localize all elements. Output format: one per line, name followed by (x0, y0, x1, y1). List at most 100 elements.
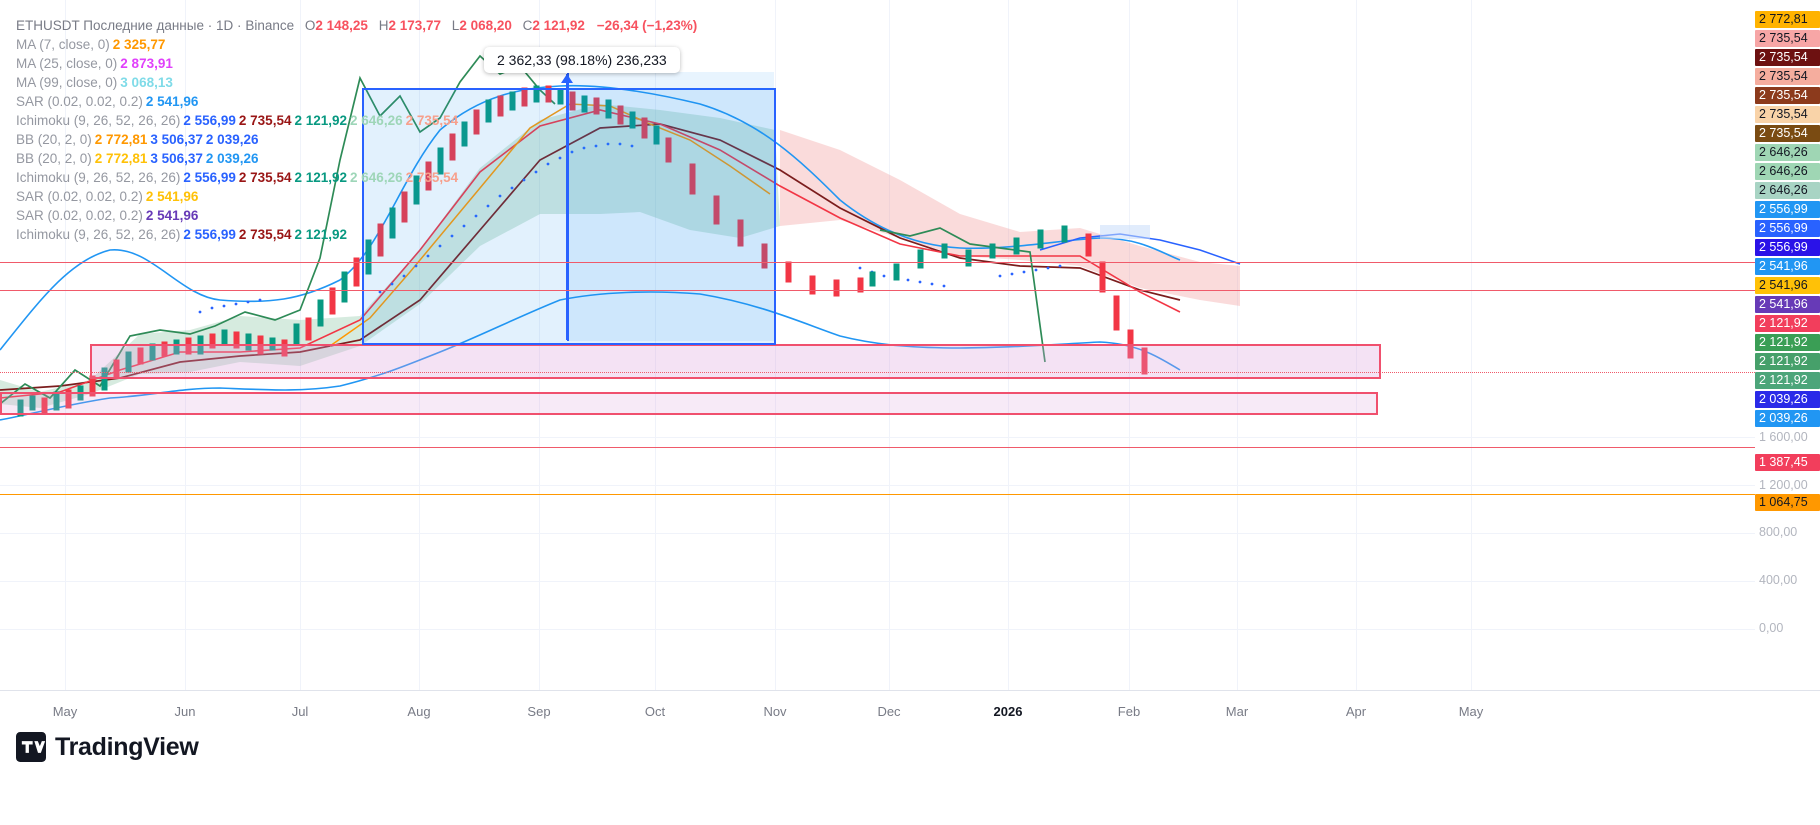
price-axis-label[interactable]: 2 646,26 (1755, 144, 1820, 161)
price-axis-label[interactable]: 2 121,92 (1755, 372, 1820, 389)
time-axis-label[interactable]: Jun (174, 704, 196, 719)
price-axis-label[interactable]: 2 735,54 (1755, 87, 1820, 104)
legend-indicator-value: 2 646,26 (350, 170, 403, 185)
legend-row[interactable]: SAR (0.02, 0.02, 0.2) 2 541,96 (16, 92, 697, 111)
legend-indicator-value: 2 735,54 (238, 113, 292, 128)
legend-row[interactable]: Ichimoku (9, 26, 52, 26, 26) 2 556,99 2 73… (16, 168, 697, 187)
interval-label[interactable]: 1D (216, 18, 234, 33)
price-axis-label[interactable]: 2 735,54 (1755, 125, 1820, 142)
time-axis-label[interactable]: Mar (1225, 704, 1249, 719)
price-axis-label[interactable]: 2 121,92 (1755, 334, 1820, 351)
legend-indicator-name: MA (7, close, 0) (16, 37, 110, 52)
ohlc-change: −26,34 (−1,23%) (596, 18, 698, 33)
legend-indicator-value: 2 556,99 (183, 227, 236, 242)
price-axis-label[interactable]: 2 556,99 (1755, 201, 1820, 218)
price-axis-label[interactable]: 2 646,26 (1755, 182, 1820, 199)
zone-rectangle-lower[interactable] (0, 392, 1378, 415)
legend-indicator-name: MA (99, close, 0) (16, 75, 118, 90)
legend-row[interactable]: SAR (0.02, 0.02, 0.2) 2 541,96 (16, 187, 697, 206)
legend-row[interactable]: Ichimoku (9, 26, 52, 26, 26) 2 556,99 2 73… (16, 225, 697, 244)
legend-indicator-value: 2 541,96 (145, 208, 199, 223)
legend-indicator-value: 2 039,26 (205, 132, 259, 147)
ohlc-high-value: 2 173,77 (388, 18, 442, 33)
price-axis-label[interactable]: 1 064,75 (1755, 494, 1820, 511)
time-axis-label[interactable]: May (1458, 704, 1484, 719)
price-axis-label[interactable]: 2 556,99 (1755, 239, 1820, 256)
price-line-2121 (0, 372, 1755, 373)
price-axis[interactable]: 2 772,81 2 735,54 2 735,54 2 735,54 2 735,54… (1755, 0, 1820, 690)
time-axis-label[interactable]: Dec (877, 704, 901, 719)
measure-tool-rectangle[interactable] (362, 88, 776, 345)
legend-row[interactable]: MA (99, close, 0) 3 068,13 (16, 73, 697, 92)
legend-indicator-value: 2 541,96 (145, 94, 199, 109)
legend-row[interactable]: BB (20, 2, 0) 2 772,81 3 506,37 2 039,26 (16, 130, 697, 149)
legend-indicator-name: Ichimoku (9, 26, 52, 26, 26) (16, 227, 181, 242)
price-axis-label[interactable]: 2 541,96 (1755, 258, 1820, 275)
price-axis-label[interactable]: 2 772,81 (1755, 11, 1820, 28)
time-axis-label[interactable]: Aug (407, 704, 431, 719)
price-line-2541 (0, 290, 1755, 291)
legend-indicator-name: BB (20, 2, 0) (16, 151, 92, 166)
bollinger-upper-band (0, 84, 1181, 351)
legend-row[interactable]: MA (25, close, 0) 2 873,91 (16, 54, 697, 73)
price-axis-label[interactable]: 2 039,26 (1755, 391, 1820, 408)
legend-indicator-name: SAR (0.02, 0.02, 0.2) (16, 94, 143, 109)
price-axis-label[interactable]: 0,00 (1759, 621, 1784, 635)
time-axis-label[interactable]: Jul (291, 704, 309, 719)
symbol-name[interactable]: ETHUSDT (16, 18, 80, 33)
price-axis-label[interactable]: 800,00 (1759, 525, 1798, 539)
price-axis-label[interactable]: 2 556,99 (1755, 220, 1820, 237)
time-axis-label[interactable]: Nov (763, 704, 787, 719)
legend-indicator-name: BB (20, 2, 0) (16, 132, 92, 147)
time-axis-label[interactable]: Feb (1117, 704, 1141, 719)
price-axis-label[interactable]: 2 039,26 (1755, 410, 1820, 427)
price-axis-label[interactable]: 2 735,54 (1755, 106, 1820, 123)
tradingview-logo-icon (16, 732, 46, 762)
price-axis-label[interactable]: 2 541,96 (1755, 277, 1820, 294)
legend-row[interactable]: MA (7, close, 0) 2 325,77 (16, 35, 697, 54)
legend-row[interactable]: Ichimoku (9, 26, 52, 26, 26) 2 556,99 2 73… (16, 111, 697, 130)
price-axis-label[interactable]: 400,00 (1759, 573, 1798, 587)
time-axis-label[interactable]: Sep (527, 704, 551, 719)
price-axis-label[interactable]: 1 600,00 (1759, 430, 1808, 444)
legend-indicator-value: 2 121,92 (294, 170, 348, 185)
separator-1: · (207, 18, 213, 33)
legend-indicator-value: 2 735,54 (405, 113, 459, 128)
legend-header-row[interactable]: ETHUSDT Последние данные · 1D · Binance … (16, 16, 697, 35)
legend-row[interactable]: SAR (0.02, 0.02, 0.2) 2 541,96 (16, 206, 697, 225)
chart-canvas[interactable]: 2 362,33 (98.18%) 236,233 (0, 0, 1755, 690)
price-axis-label[interactable]: 2 735,54 (1755, 30, 1820, 47)
legend-indicator-name: Ichimoku (9, 26, 52, 26, 26) (16, 170, 181, 185)
ohlc-high-label: H (378, 18, 389, 33)
legend-indicator-value: 2 735,54 (405, 170, 459, 185)
legend-indicator-value: 2 556,99 (183, 113, 236, 128)
measure-tool-tooltip: 2 362,33 (98.18%) 236,233 (484, 47, 680, 73)
price-axis-label[interactable]: 2 541,96 (1755, 296, 1820, 313)
legend-indicator-value: 3 506,37 (150, 132, 203, 147)
gridline-horizontal (0, 581, 1755, 582)
gridline-vertical (65, 0, 66, 690)
price-axis-label[interactable]: 2 735,54 (1755, 49, 1820, 66)
chikou-span-line-right (879, 227, 1046, 363)
ohlc-open-label: O (304, 18, 316, 33)
price-axis-label[interactable]: 1 200,00 (1759, 478, 1808, 492)
legend-indicator-value: 2 735,54 (238, 170, 292, 185)
price-axis-label[interactable]: 1 387,45 (1755, 454, 1820, 471)
legend-indicator-value: 3 068,13 (120, 75, 173, 90)
gridline-horizontal (0, 485, 1755, 486)
price-line-1064 (0, 494, 1755, 495)
gridline-horizontal (0, 533, 1755, 534)
time-axis-label[interactable]: May (52, 704, 78, 719)
price-axis-label[interactable]: 2 735,54 (1755, 68, 1820, 85)
measure-tool-rectangle-inner[interactable] (567, 72, 774, 341)
price-axis-label[interactable]: 2 121,92 (1755, 315, 1820, 332)
price-axis-label[interactable]: 2 646,26 (1755, 163, 1820, 180)
time-axis-label[interactable]: 2026 (993, 704, 1023, 719)
brand-name: TradingView (55, 732, 199, 761)
zone-rectangle-upper[interactable] (90, 344, 1381, 379)
time-axis[interactable]: May Jun Jul Aug Sep Oct Nov Dec 2026 Feb Mar Apr May (0, 690, 1820, 739)
time-axis-label[interactable]: Oct (644, 704, 666, 719)
legend-row[interactable]: BB (20, 2, 0) 2 772,81 3 506,37 2 039,26 (16, 149, 697, 168)
price-axis-label[interactable]: 2 121,92 (1755, 353, 1820, 370)
time-axis-label[interactable]: Apr (1345, 704, 1367, 719)
